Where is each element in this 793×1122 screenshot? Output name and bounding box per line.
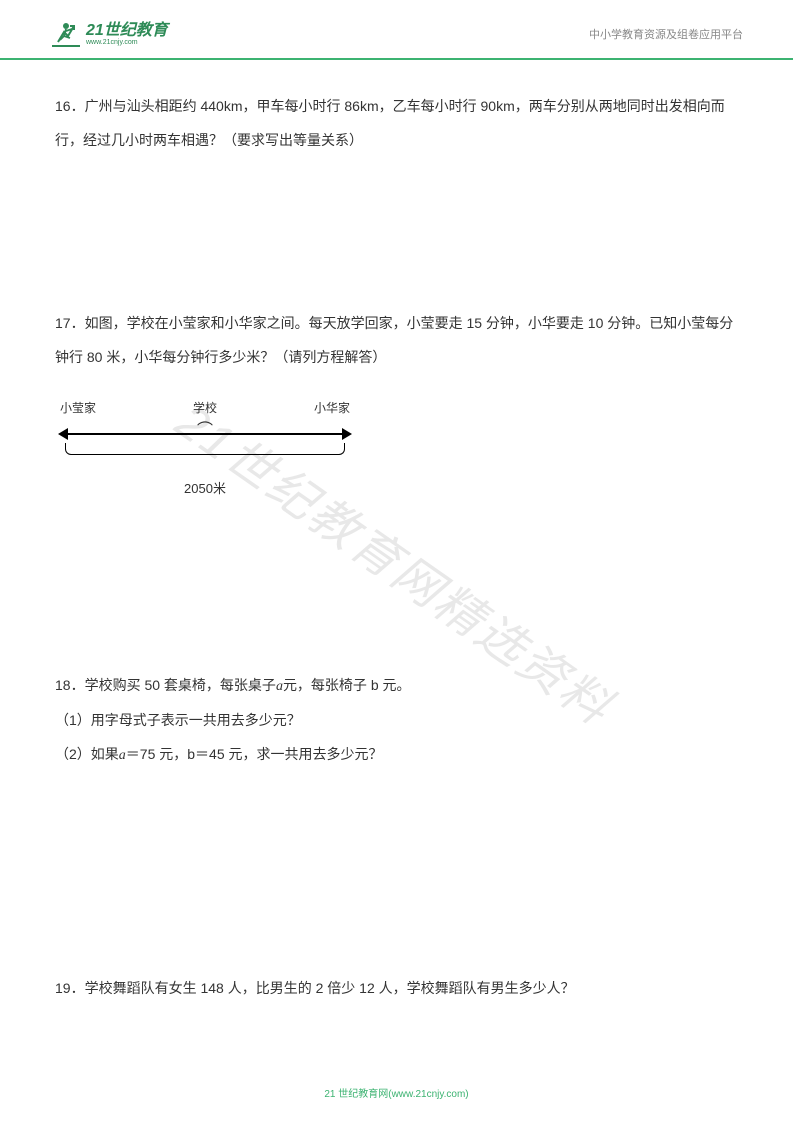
header-platform-text: 中小学教育资源及组卷应用平台	[589, 26, 743, 42]
question-18-intro-prefix: 18．学校购买 50 套桌椅，每张桌子	[55, 677, 276, 693]
question-16-text: 16．广州与汕头相距约 440km，甲车每小时行 86km，乙车每小时行 90k…	[55, 98, 725, 148]
diagram-left-label: 小莹家	[60, 394, 96, 423]
page-footer: 21 世纪教育网(www.21cnjy.com)	[0, 1085, 793, 1100]
diagram-distance-label: 2050米	[55, 473, 355, 504]
question-19-text: 19．学校舞蹈队有女生 148 人，比男生的 2 倍少 12 人，学校舞蹈队有男…	[55, 980, 575, 996]
brace-icon	[65, 443, 345, 455]
question-19: 19．学校舞蹈队有女生 148 人，比男生的 2 倍少 12 人，学校舞蹈队有男…	[55, 972, 738, 1006]
logo: 21世纪教育 www.21cnjy.com	[50, 18, 168, 50]
logo-url-text: www.21cnjy.com	[86, 39, 168, 46]
question-18-intro: 18．学校购买 50 套桌椅，每张桌子a元，每张椅子 b 元。	[55, 669, 738, 704]
question-18-intro-mid: 元，每张椅子 b 元。	[283, 677, 411, 693]
logo-text: 21世纪教育 www.21cnjy.com	[86, 23, 168, 46]
question-18-sub2-mid: ＝75 元，b＝45 元，求一共用去多少元？	[126, 746, 383, 762]
diagram-middle-label: 学校	[193, 394, 217, 423]
variable-a-2: a	[119, 748, 126, 763]
question-18-sub2: （2）如果a＝75 元，b＝45 元，求一共用去多少元？	[55, 738, 738, 773]
logo-runner-icon	[50, 18, 82, 50]
question-18-sub2-prefix: （2）如果	[55, 746, 119, 762]
page-header: 21世纪教育 www.21cnjy.com 中小学教育资源及组卷应用平台	[0, 0, 793, 60]
arrow-right-icon	[342, 428, 352, 440]
question-17-text: 17．如图，学校在小莹家和小华家之间。每天放学回家，小莹要走 15 分钟，小华要…	[55, 315, 733, 365]
logo-main-text: 21世纪教育	[86, 23, 168, 39]
question-17: 17．如图，学校在小莹家和小华家之间。每天放学回家，小莹要走 15 分钟，小华要…	[55, 307, 738, 374]
question-17-diagram: 小莹家 学校 小华家 ⌒ 2050米	[55, 394, 355, 504]
diagram-labels: 小莹家 学校 小华家	[55, 394, 355, 423]
diagram-line: ⌒	[55, 425, 355, 455]
question-16: 16．广州与汕头相距约 440km，甲车每小时行 86km，乙车每小时行 90k…	[55, 90, 738, 157]
diagram-right-label: 小华家	[314, 394, 350, 423]
question-18: 18．学校购买 50 套桌椅，每张桌子a元，每张椅子 b 元。 （1）用字母式子…	[55, 669, 738, 772]
variable-a: a	[276, 679, 283, 694]
page-content: 16．广州与汕头相距约 440km，甲车每小时行 86km，乙车每小时行 90k…	[0, 60, 793, 1056]
question-18-sub1: （1）用字母式子表示一共用去多少元？	[55, 704, 738, 738]
school-marker-icon: ⌒	[197, 423, 213, 439]
